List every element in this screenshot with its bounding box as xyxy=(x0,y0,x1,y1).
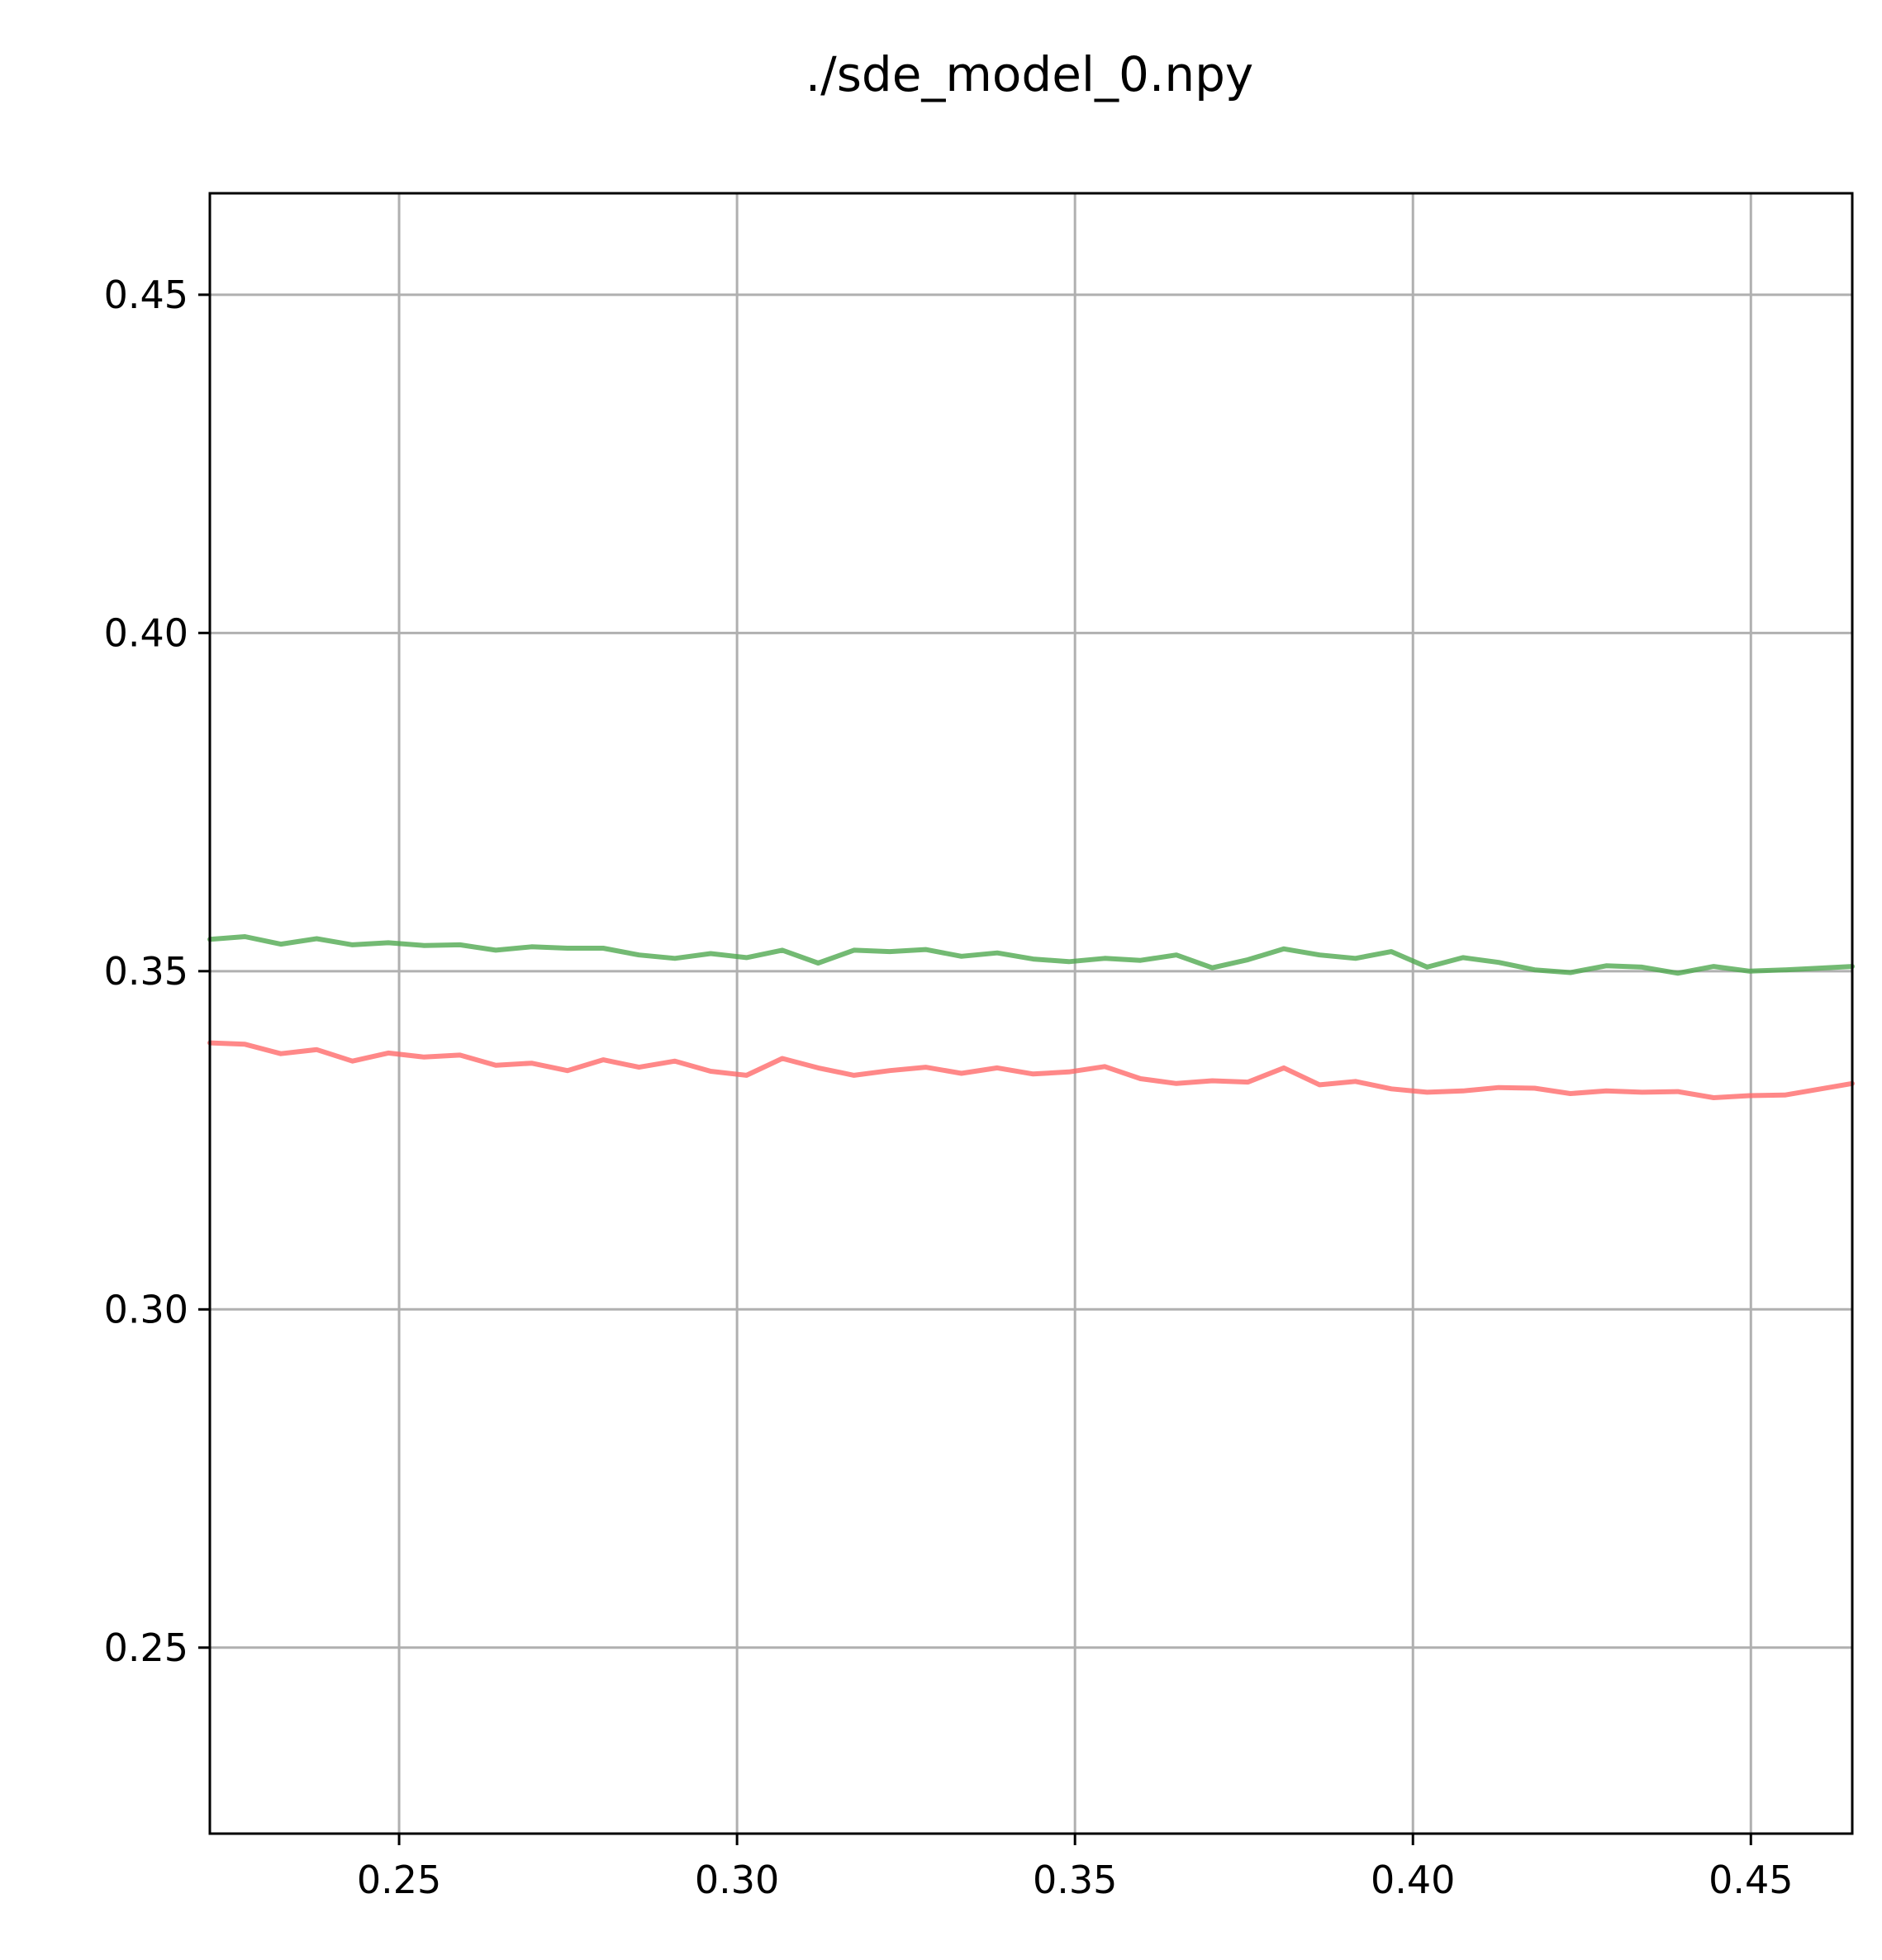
axis-ticks: 0.25 0.30 0.35 0.40 0.45 0.25 0.30 0.35 0.40 0.45 xyxy=(104,273,1794,1902)
chart-title: ./sde_model_0.npy xyxy=(806,46,1254,102)
y-tick-label: 0.35 xyxy=(104,949,188,994)
y-tick-label: 0.40 xyxy=(104,610,188,655)
x-tick-label: 0.25 xyxy=(357,1858,441,1902)
series-line-2 xyxy=(207,1040,1855,1100)
grid xyxy=(210,193,1852,1834)
x-tick-label: 0.45 xyxy=(1709,1858,1793,1902)
y-tick-label: 0.25 xyxy=(104,1625,188,1670)
x-tick-label: 0.30 xyxy=(695,1858,779,1902)
x-tick-label: 0.40 xyxy=(1371,1858,1455,1902)
y-tick-label: 0.30 xyxy=(104,1287,188,1331)
series-line-1 xyxy=(207,934,1855,976)
plot-frame xyxy=(208,192,1854,1835)
x-tick-label: 0.35 xyxy=(1033,1858,1117,1902)
y-tick-label: 0.45 xyxy=(104,273,188,317)
series-group xyxy=(207,934,1855,1100)
